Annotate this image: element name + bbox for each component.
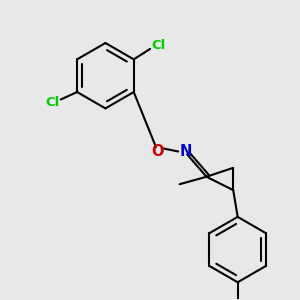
Text: Cl: Cl xyxy=(152,40,166,52)
Text: N: N xyxy=(179,144,192,159)
Text: Cl: Cl xyxy=(45,96,59,109)
Text: O: O xyxy=(151,144,164,159)
